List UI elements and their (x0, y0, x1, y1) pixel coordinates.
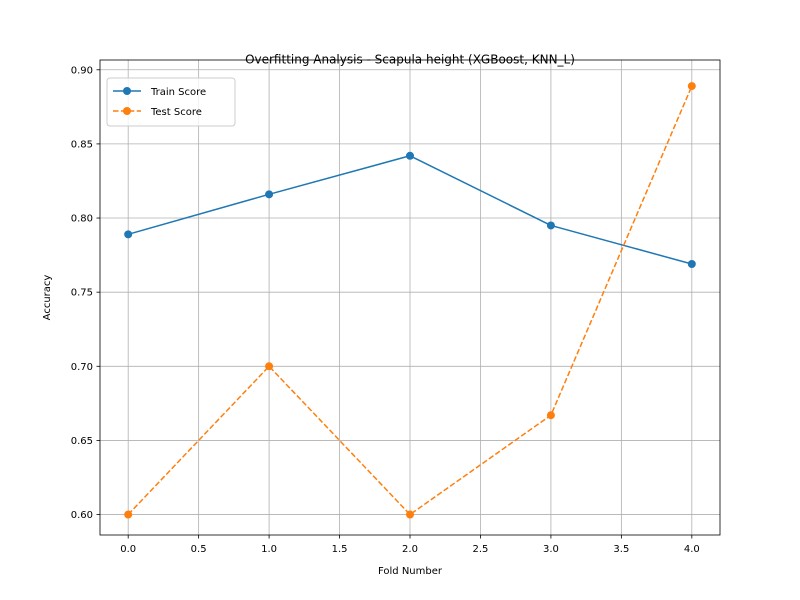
test-score-point (265, 362, 274, 371)
y-axis-ticks: 0.60 0.65 0.70 0.75 0.80 0.85 0.90 (71, 65, 100, 521)
legend-label-test-score: Test Score (150, 107, 202, 118)
test-score-point (406, 510, 414, 519)
y-tick-label: 0.75 (71, 288, 93, 299)
y-tick-label: 0.90 (71, 65, 93, 76)
train-score-point (546, 221, 555, 230)
x-tick-label: 2.5 (473, 544, 489, 555)
y-tick-label: 0.60 (71, 510, 93, 521)
y-tick-label: 0.70 (71, 362, 93, 373)
test-score-series (124, 82, 696, 519)
train-score-point (406, 151, 414, 160)
x-axis-label: Fold Number (378, 566, 443, 577)
y-tick-label: 0.65 (71, 436, 93, 447)
x-tick-label: 3.0 (543, 544, 559, 555)
train-score-series (124, 151, 696, 268)
chart-title: Overfitting Analysis - Scapula height (X… (245, 53, 575, 67)
x-tick-label: 2.0 (402, 544, 418, 555)
legend-label-train-score: Train Score (150, 87, 206, 98)
series-layer (124, 82, 696, 519)
y-axis-label: Accuracy (42, 275, 53, 321)
x-tick-label: 0.5 (191, 544, 207, 555)
plot-area: 0.0 0.5 1.0 1.5 2.0 2.5 3.0 3.5 4.0 0.60 0.65 0.70… (71, 59, 721, 555)
test-score-line (127, 85, 693, 516)
train-score-point (124, 230, 133, 239)
legend-marker-train-score (123, 87, 131, 95)
legend-marker-test-score (123, 107, 131, 115)
grid (100, 60, 720, 535)
x-tick-label: 4.0 (684, 544, 700, 555)
legend: Train Score Test Score (106, 77, 236, 127)
test-score-point (687, 82, 696, 91)
x-tick-label: 1.5 (332, 544, 348, 555)
x-tick-label: 0.0 (120, 544, 136, 555)
test-score-point (546, 411, 555, 420)
x-tick-label: 3.5 (613, 544, 629, 555)
legend-box (106, 77, 236, 127)
train-score-point (265, 190, 274, 199)
y-tick-label: 0.85 (71, 139, 93, 150)
y-tick-label: 0.80 (71, 214, 93, 225)
train-score-point (687, 259, 696, 268)
x-axis-ticks: 0.0 0.5 1.0 1.5 2.0 2.5 3.0 3.5 4.0 (120, 535, 700, 555)
test-score-point (124, 510, 133, 519)
x-tick-label: 1.0 (261, 544, 277, 555)
